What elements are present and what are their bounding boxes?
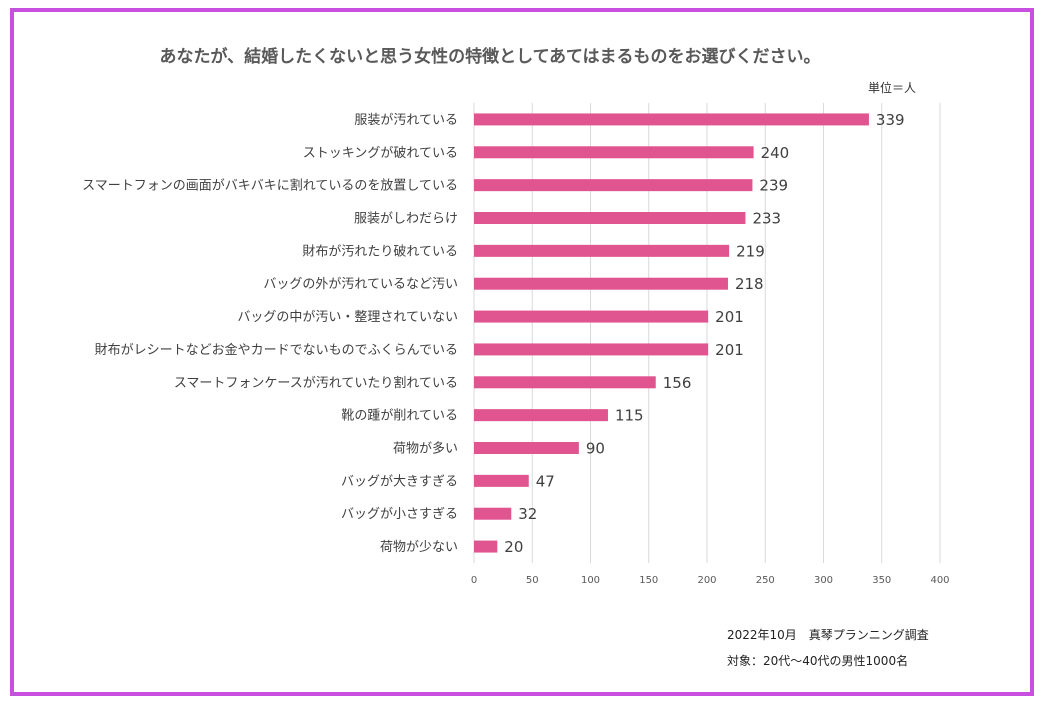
category-label: 財布が汚れたり破れている	[302, 244, 458, 259]
category-label: 服装がしわだらけ	[354, 212, 458, 227]
value-label: 233	[752, 210, 781, 228]
category-label: スマートフォンケースが汚れていたり割れている	[174, 375, 458, 391]
bar	[474, 540, 498, 553]
value-label: 339	[876, 111, 905, 129]
category-label: 服装が汚れている	[354, 113, 458, 128]
value-label: 20	[504, 538, 523, 556]
value-label: 47	[536, 472, 555, 490]
value-label: 239	[759, 177, 788, 195]
category-label: ストッキングが破れている	[303, 146, 458, 161]
value-label: 201	[715, 308, 744, 326]
category-label: バッグが小さすぎる	[341, 507, 458, 522]
target-note: 対象：20代～40代の男性1000名	[727, 654, 909, 668]
bar	[474, 113, 869, 126]
bar	[474, 179, 753, 192]
x-tick-label: 300	[814, 575, 833, 586]
value-label: 90	[586, 440, 605, 458]
value-label: 201	[715, 341, 744, 359]
bar	[474, 343, 709, 356]
category-label: 靴の踵が削れている	[341, 409, 458, 424]
value-label: 156	[663, 374, 692, 392]
bar	[474, 146, 754, 159]
source-note: 2022年10月 真琴プランニング調査	[727, 628, 929, 642]
bar	[474, 442, 579, 454]
unit-label: 単位＝人	[868, 81, 917, 95]
bar	[474, 376, 656, 389]
bar	[474, 277, 728, 290]
bar	[474, 409, 608, 422]
category-label: スマートフォンの画面がバキバキに割れているのを放置している	[82, 178, 458, 194]
chart-title: あなたが、結婚したくないと思う女性の特徴としてあてはまるものをお選びください。	[159, 47, 821, 67]
bar	[474, 474, 529, 487]
value-label: 240	[761, 144, 790, 162]
category-label: 荷物が多い	[393, 441, 458, 457]
value-label: 218	[735, 275, 764, 293]
x-tick-label: 350	[872, 575, 891, 586]
x-tick-label: 150	[639, 575, 658, 586]
category-label: 財布がレシートなどお金やカードでないものでふくらんでいる	[95, 342, 458, 358]
x-tick-label: 400	[930, 575, 949, 586]
category-label: バッグが大きすぎる	[341, 474, 458, 489]
bar	[474, 244, 730, 257]
category-label: バッグの外が汚れているなど汚い	[263, 277, 458, 292]
value-label: 115	[615, 407, 644, 425]
x-tick-label: 50	[526, 575, 539, 586]
x-tick-label: 100	[581, 575, 600, 586]
value-label: 219	[736, 242, 765, 260]
bar	[474, 310, 709, 323]
bar	[474, 212, 746, 224]
x-tick-label: 0	[471, 575, 477, 586]
x-tick-label: 250	[756, 575, 775, 586]
category-label: 荷物が少ない	[380, 540, 458, 555]
value-label: 32	[518, 505, 537, 523]
bar	[474, 507, 512, 520]
category-label: バッグの中が汚い・整理されていない	[237, 310, 458, 325]
x-tick-label: 200	[697, 575, 716, 586]
